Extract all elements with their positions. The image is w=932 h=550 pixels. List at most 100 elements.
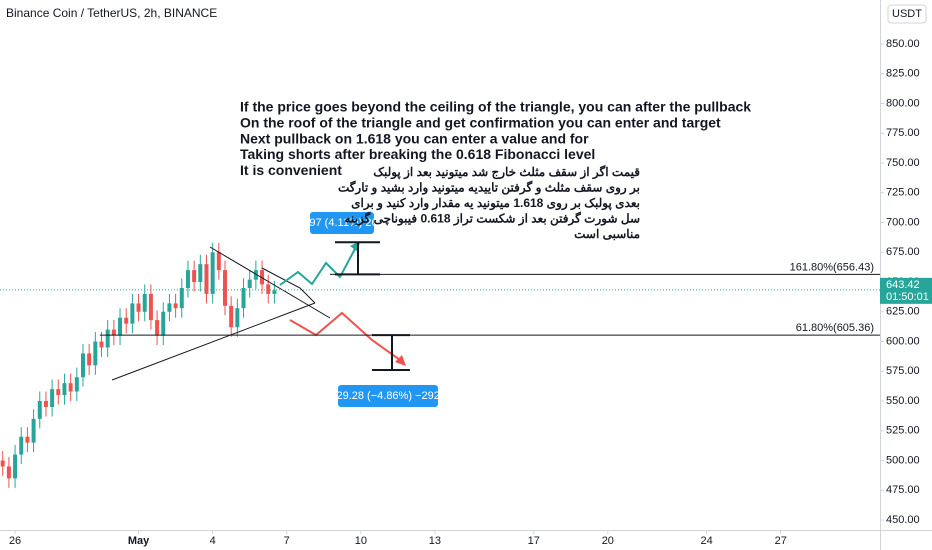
candle-body <box>80 353 85 378</box>
bear-path <box>289 311 401 361</box>
candle-body <box>223 270 228 306</box>
last-price-box <box>880 277 932 304</box>
y-tick-label: 700.00 <box>886 216 920 228</box>
y-tick-label: 775.00 <box>886 127 920 139</box>
y-tick-label: 825.00 <box>886 68 920 80</box>
y-tick-label: 600.00 <box>886 335 920 347</box>
note-en: On the roof of the triangle and get conf… <box>240 115 721 131</box>
y-tick-label: 675.00 <box>886 246 920 258</box>
note-en: It is convenient <box>240 162 342 178</box>
candle-body <box>56 389 61 396</box>
note-fa: بر روی سقف مثلث و گرفتن تاییدیه میتونید … <box>338 180 640 196</box>
chart-title: Binance Coin / TetherUS, 2h, BINANCE <box>6 6 217 20</box>
candle-body <box>266 284 271 294</box>
candle-body <box>105 329 110 348</box>
bull-path <box>279 246 357 286</box>
candle-body <box>31 418 36 443</box>
candle-body <box>124 317 129 324</box>
y-tick-label: 575.00 <box>886 365 920 377</box>
x-tick-label: 4 <box>210 535 216 547</box>
candle-body <box>235 308 240 328</box>
y-tick-label: 750.00 <box>886 157 920 169</box>
candle-body <box>167 303 172 312</box>
y-tick-label: 850.00 <box>886 38 920 50</box>
candle-body <box>13 454 18 479</box>
candle-body <box>161 311 166 336</box>
note-fa: سل شورت گرفتن بعد از شکست تراز 0.618 فیب… <box>345 211 641 227</box>
candles <box>0 242 277 488</box>
fib-label: 61.80%(605.36) <box>796 322 874 334</box>
y-tick-label: 450.00 <box>886 514 920 526</box>
y-tick-label: 800.00 <box>886 97 920 109</box>
x-tick-label: 17 <box>528 535 540 547</box>
candle-body <box>247 279 252 288</box>
triangle-upper <box>209 246 331 319</box>
x-tick-label: 20 <box>602 535 614 547</box>
candle-body <box>130 303 135 324</box>
x-tick-label: 24 <box>700 535 712 547</box>
measure-label: 26.97 (4.11%) 2697 <box>294 217 390 229</box>
candle-body <box>253 270 258 280</box>
annotations: 161.80%(656.43) 61.80%(605.36) 26.97 (4.11… <box>0 99 880 407</box>
x-tick-label: 27 <box>775 535 787 547</box>
candle-body <box>136 303 141 312</box>
candle-body <box>0 460 5 467</box>
candle-body <box>148 293 153 321</box>
candle-body <box>142 293 147 312</box>
candle-body <box>210 252 215 294</box>
candle-body <box>87 353 92 366</box>
triangle-apex <box>261 267 316 304</box>
candle-body <box>25 436 30 443</box>
candle-body <box>68 383 73 392</box>
candle-body <box>6 466 11 479</box>
candle-body <box>37 401 42 419</box>
note-en: If the price goes beyond the ceiling of … <box>240 99 751 115</box>
x-tick-label: 26 <box>9 535 21 547</box>
candle-body <box>241 287 246 309</box>
note-fa: بعدی پولبک بر روی 1.618 میتونید یه مقدار… <box>351 196 640 211</box>
candle-body <box>272 290 277 294</box>
y-tick-label: 550.00 <box>886 395 920 407</box>
measure-box <box>338 385 438 407</box>
currency: USDT <box>892 8 922 20</box>
measure-label: −29.28 (−4.86%) −2928 <box>330 390 446 402</box>
candle-body <box>173 303 178 309</box>
candle-body <box>204 264 209 294</box>
note-en: Next pullback on 1.618 you can enter a v… <box>240 130 589 146</box>
candle-body <box>74 377 79 392</box>
y-tick-label: 725.00 <box>886 187 920 199</box>
candle-body <box>229 305 234 328</box>
candle-body <box>93 341 98 366</box>
note-fa: مناسبی است <box>574 227 640 241</box>
candle-body <box>155 320 160 336</box>
measure-box <box>310 212 374 234</box>
candle-body <box>216 252 221 271</box>
candle-body <box>179 287 184 309</box>
x-tick-label: 10 <box>355 535 367 547</box>
candle-body <box>99 341 104 348</box>
x-tick-label: May <box>128 535 150 547</box>
candle-body <box>111 329 116 336</box>
candle-body <box>19 436 24 455</box>
bear-arrow <box>395 355 406 366</box>
y-tick-label: 475.00 <box>886 484 920 496</box>
countdown: 01:50:01 <box>886 291 929 303</box>
last-price: 643.42 <box>886 279 920 291</box>
candle-body <box>192 270 197 283</box>
note-en: Taking shorts after breaking the 0.618 F… <box>240 146 595 162</box>
x-tick-label: 13 <box>429 535 441 547</box>
x-tick-label: 7 <box>284 535 290 547</box>
currency-box <box>887 4 927 24</box>
y-tick-label: 500.00 <box>886 454 920 466</box>
candle-body <box>118 317 123 336</box>
candle-body <box>185 270 190 288</box>
y-tick-label: 525.00 <box>886 425 920 437</box>
fib-label: 161.80%(656.43) <box>790 261 874 273</box>
candle-body <box>198 264 203 283</box>
candle-body <box>43 401 48 407</box>
y-tick-label: 625.00 <box>886 306 920 318</box>
triangle-lower <box>111 302 316 381</box>
note-fa: قیمت اگر از سقف مثلث خارج شد میتونید بعد… <box>373 164 640 180</box>
